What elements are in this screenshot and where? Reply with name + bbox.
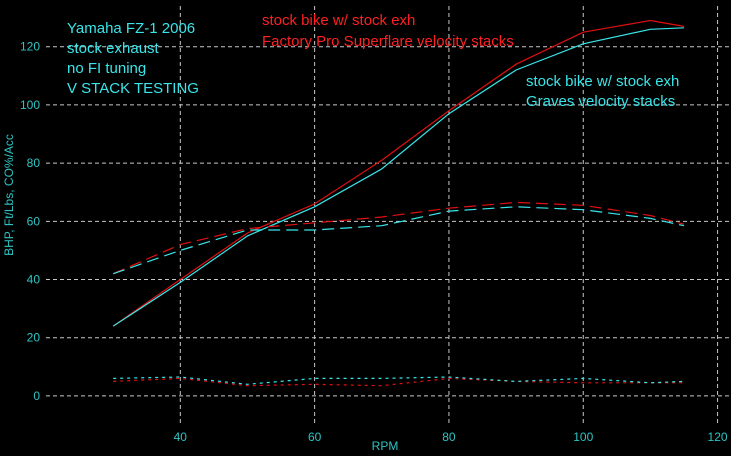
y-tick-labels: 0 20 40 60 80 100 120	[20, 40, 40, 403]
y-tick-40: 40	[27, 273, 41, 287]
y-axis-title: BHP, Ft/Lbs, CO%/Acc	[2, 134, 16, 256]
series-line-1-solid	[112, 19, 685, 327]
cyan-run-line-1: stock bike w/ stock exh	[526, 73, 679, 90]
series-lines	[112, 19, 685, 387]
test-info-line-1: Yamaha FZ-1 2006	[67, 20, 195, 37]
x-tick-labels: 40 60 80 100 120	[174, 430, 728, 444]
series-line-5-dotted	[113, 377, 684, 387]
y-tick-20: 20	[27, 331, 41, 345]
grid	[46, 6, 731, 425]
x-tick-120: 120	[708, 430, 728, 444]
x-axis-title: RPM	[372, 439, 399, 453]
x-tick-100: 100	[573, 430, 593, 444]
series-line-3-dashed	[112, 201, 685, 275]
red-run-annotation: stock bike w/ stock exh Factory Pro Supe…	[262, 12, 514, 50]
y-tick-60: 60	[27, 214, 41, 228]
y-tick-120: 120	[20, 40, 40, 54]
test-info-line-3: no FI tuning	[67, 60, 146, 77]
series-line-6-dotted	[113, 376, 685, 385]
y-tick-0: 0	[33, 389, 40, 403]
x-tick-80: 80	[442, 430, 456, 444]
x-tick-60: 60	[308, 430, 322, 444]
series-line-4-dashed	[113, 206, 685, 275]
y-tick-100: 100	[20, 98, 40, 112]
y-tick-80: 80	[27, 156, 41, 170]
cyan-run-annotation: stock bike w/ stock exh Graves velocity …	[526, 73, 679, 110]
red-run-line-1: stock bike w/ stock exh	[262, 12, 415, 29]
series-line-2-solid	[112, 27, 685, 327]
cyan-run-line-2: Graves velocity stacks	[526, 93, 675, 110]
test-info-line-4: V STACK TESTING	[67, 80, 199, 97]
test-info-annotation: Yamaha FZ-1 2006 stock exhaust no FI tun…	[67, 20, 199, 97]
red-run-line-2: Factory Pro Superflare velocity stacks	[262, 33, 514, 50]
x-tick-40: 40	[174, 430, 188, 444]
test-info-line-2: stock exhaust	[67, 40, 160, 57]
